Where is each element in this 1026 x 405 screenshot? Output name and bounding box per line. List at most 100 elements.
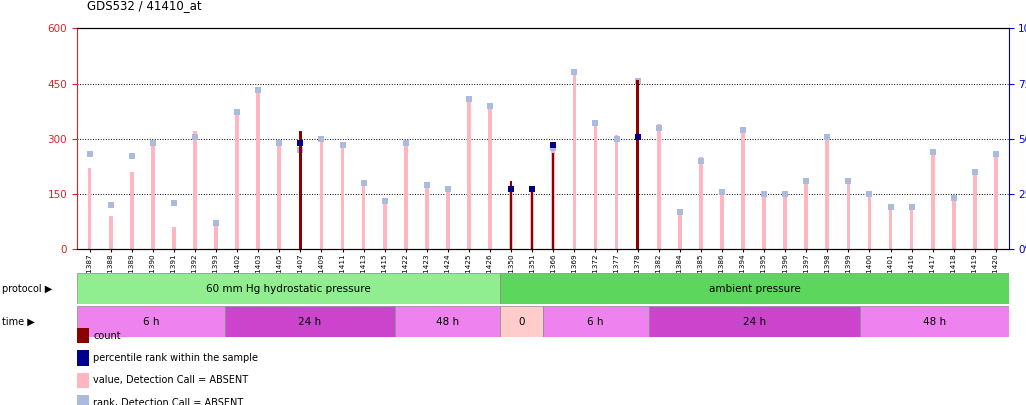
Text: 48 h: 48 h (436, 317, 459, 326)
Bar (446, 188, 449, 249)
Point (271, 140, 287, 146)
Bar (846, 179, 851, 249)
Bar (994, 153, 997, 249)
Bar (657, 124, 661, 249)
Bar (88, 168, 91, 249)
Bar (225, 306, 395, 337)
Point (377, 197, 393, 204)
Text: 6 h: 6 h (143, 317, 159, 326)
Bar (109, 216, 113, 249)
Bar (636, 80, 639, 249)
Bar (488, 106, 491, 249)
Text: time ▶: time ▶ (2, 317, 35, 326)
Point (566, 69, 583, 76)
Bar (868, 192, 871, 249)
Bar (543, 306, 648, 337)
Text: 0: 0 (518, 317, 525, 326)
Point (672, 208, 688, 215)
Bar (510, 181, 512, 249)
Bar (341, 143, 345, 249)
Bar (552, 153, 554, 249)
Point (229, 109, 245, 115)
Point (904, 204, 920, 210)
Point (587, 120, 603, 126)
Bar (235, 109, 239, 249)
Bar (573, 69, 577, 249)
Bar (910, 205, 913, 249)
Point (714, 188, 731, 195)
Text: 60 mm Hg hydrostatic pressure: 60 mm Hg hydrostatic pressure (206, 284, 371, 294)
Bar (383, 201, 387, 249)
Bar (151, 143, 155, 249)
Bar (300, 131, 302, 249)
Bar (741, 128, 745, 249)
Text: rank, Detection Call = ABSENT: rank, Detection Call = ABSENT (93, 398, 243, 405)
Bar (931, 150, 935, 249)
Point (777, 191, 793, 197)
Point (419, 182, 435, 188)
Point (165, 200, 182, 206)
Bar (404, 141, 407, 249)
Point (756, 191, 773, 197)
Point (988, 151, 1004, 158)
Bar (648, 306, 861, 337)
Point (503, 186, 519, 193)
Point (608, 135, 625, 142)
Text: protocol ▶: protocol ▶ (2, 284, 52, 294)
Bar (362, 183, 365, 249)
Text: count: count (93, 331, 121, 341)
Point (650, 124, 667, 131)
Bar (826, 135, 829, 249)
Point (103, 202, 119, 208)
Text: value, Detection Call = ABSENT: value, Detection Call = ABSENT (93, 375, 248, 385)
Bar (551, 146, 555, 249)
Bar (699, 157, 703, 249)
Bar (861, 306, 1009, 337)
Point (81, 151, 97, 158)
Bar (172, 227, 175, 249)
Point (798, 177, 815, 184)
Point (882, 204, 899, 210)
Bar (77, 273, 501, 304)
Text: GDS532 / 41410_at: GDS532 / 41410_at (87, 0, 202, 12)
Bar (320, 137, 323, 249)
Bar (720, 190, 723, 249)
Bar (256, 87, 260, 249)
Point (819, 133, 835, 140)
Bar (804, 179, 808, 249)
Bar (299, 135, 303, 249)
Point (334, 142, 351, 149)
Point (292, 147, 309, 153)
Point (861, 191, 877, 197)
Point (145, 140, 161, 146)
Point (629, 133, 645, 140)
Point (545, 142, 561, 149)
Point (250, 87, 267, 94)
Bar (501, 273, 1009, 304)
Point (629, 78, 645, 85)
Point (545, 144, 561, 151)
Point (123, 153, 140, 160)
Point (208, 220, 225, 226)
Point (924, 149, 941, 155)
Point (313, 135, 329, 142)
Point (503, 186, 519, 193)
Point (693, 158, 709, 164)
Bar (277, 141, 281, 249)
Bar (509, 185, 513, 249)
Bar (783, 192, 787, 249)
Text: 48 h: 48 h (923, 317, 946, 326)
Bar (130, 172, 133, 249)
Bar (952, 196, 955, 249)
Point (524, 186, 541, 193)
Bar (501, 306, 543, 337)
Point (397, 140, 413, 146)
Point (946, 195, 962, 202)
Bar (77, 306, 225, 337)
Bar (395, 306, 501, 337)
Text: 24 h: 24 h (743, 317, 766, 326)
Point (440, 186, 457, 193)
Bar (214, 223, 218, 249)
Bar (762, 192, 765, 249)
Text: percentile rank within the sample: percentile rank within the sample (93, 353, 259, 363)
